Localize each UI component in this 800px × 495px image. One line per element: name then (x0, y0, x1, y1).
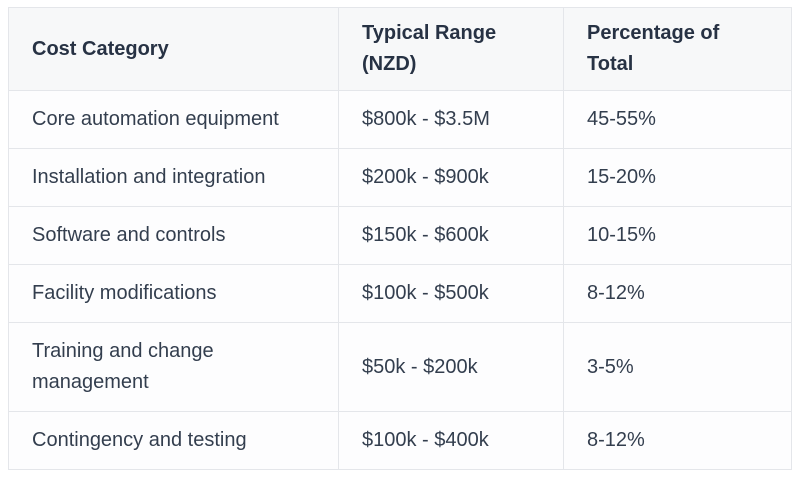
table-body: Core automation equipment $800k - $3.5M … (8, 90, 792, 470)
cost-breakdown-table: Cost Category Typical Range (NZD) Percen… (8, 7, 792, 470)
table-row: Core automation equipment $800k - $3.5M … (8, 90, 792, 149)
header-row: Cost Category Typical Range (NZD) Percen… (8, 7, 792, 91)
table-header: Cost Category Typical Range (NZD) Percen… (8, 7, 792, 91)
cell-percentage: 45-55% (563, 90, 792, 149)
table-row: Installation and integration $200k - $90… (8, 148, 792, 207)
table-row: Software and controls $150k - $600k 10-1… (8, 206, 792, 265)
cell-category: Contingency and testing (8, 411, 339, 470)
cell-category: Training and change management (8, 322, 339, 412)
table-row: Training and change management $50k - $2… (8, 322, 792, 412)
cell-range: $800k - $3.5M (338, 90, 564, 149)
table-row: Facility modifications $100k - $500k 8-1… (8, 264, 792, 323)
column-header-percentage-of-total: Percentage of Total (563, 7, 792, 91)
cell-percentage: 8-12% (563, 264, 792, 323)
cell-range: $100k - $500k (338, 264, 564, 323)
cell-category: Core automation equipment (8, 90, 339, 149)
cell-range: $50k - $200k (338, 322, 564, 412)
cell-category: Software and controls (8, 206, 339, 265)
cell-percentage: 10-15% (563, 206, 792, 265)
cell-category: Facility modifications (8, 264, 339, 323)
cell-percentage: 3-5% (563, 322, 792, 412)
cell-percentage: 15-20% (563, 148, 792, 207)
cell-range: $100k - $400k (338, 411, 564, 470)
cell-range: $200k - $900k (338, 148, 564, 207)
cell-percentage: 8-12% (563, 411, 792, 470)
cell-range: $150k - $600k (338, 206, 564, 265)
column-header-typical-range: Typical Range (NZD) (338, 7, 564, 91)
table-row: Contingency and testing $100k - $400k 8-… (8, 411, 792, 470)
cell-category: Installation and integration (8, 148, 339, 207)
column-header-cost-category: Cost Category (8, 7, 339, 91)
